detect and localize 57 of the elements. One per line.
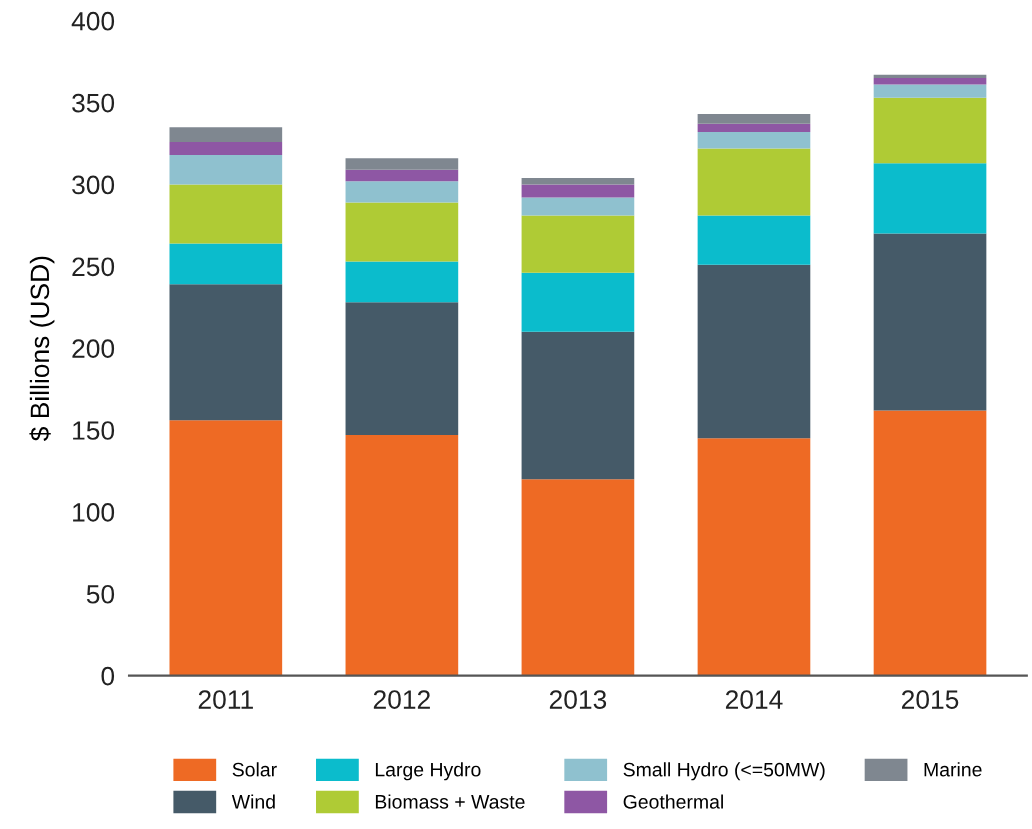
bar <box>169 127 283 142</box>
x-tick-label: 2011 <box>198 690 253 709</box>
bar <box>873 84 987 98</box>
bar <box>169 284 283 421</box>
bar <box>521 184 635 198</box>
bar <box>873 163 987 234</box>
bar <box>873 78 987 85</box>
x-tick-label: 2014 <box>725 690 783 709</box>
y-tick-label: 50 <box>86 584 115 604</box>
bar <box>345 158 459 170</box>
bar <box>521 215 635 273</box>
bar <box>697 264 811 439</box>
bar <box>521 177 635 185</box>
bar <box>169 141 283 155</box>
legend-label: Large Hydro <box>375 762 481 781</box>
bar <box>697 132 811 149</box>
legend-label: Marine <box>924 762 982 777</box>
bar <box>697 438 811 676</box>
x-tick-label: 2015 <box>901 690 959 709</box>
bar <box>697 148 811 216</box>
bar <box>697 114 811 124</box>
bar <box>169 243 283 285</box>
y-tick-label: 0 <box>101 666 115 686</box>
y-tick-label: 100 <box>73 503 115 522</box>
bar <box>697 215 811 265</box>
legend-label: Solar <box>232 762 277 777</box>
bar <box>345 302 459 435</box>
y-tick-label: 200 <box>72 339 115 358</box>
bar <box>345 261 459 303</box>
bar <box>697 123 811 133</box>
bar <box>521 331 635 480</box>
bar <box>521 479 635 676</box>
legend-label: Wind <box>231 794 275 809</box>
x-tick-label: 2012 <box>373 690 430 709</box>
y-tick-label: 400 <box>71 11 115 31</box>
y-axis-title: $ Billions (USD) <box>29 256 55 442</box>
bar <box>873 410 987 676</box>
x-tick-label: 2013 <box>549 690 607 709</box>
bar <box>873 233 987 411</box>
legend-label: Geothermal <box>623 794 723 809</box>
bar <box>345 169 459 182</box>
bar <box>521 197 635 216</box>
y-tick-label: 300 <box>72 175 115 195</box>
legend-label: Small Hydro (<=50MW) <box>623 762 825 781</box>
bar <box>169 184 283 244</box>
y-tick-label: 350 <box>72 93 115 113</box>
bar <box>169 154 283 185</box>
bar <box>521 272 635 332</box>
bar <box>345 434 459 676</box>
bar <box>345 181 459 203</box>
y-tick-label: 250 <box>72 257 115 277</box>
y-tick-label: 150 <box>73 421 115 440</box>
bar <box>169 420 283 676</box>
legend-label: Biomass + Waste <box>375 794 525 809</box>
bar <box>873 74 987 79</box>
bar <box>873 97 987 164</box>
bar <box>345 202 459 262</box>
